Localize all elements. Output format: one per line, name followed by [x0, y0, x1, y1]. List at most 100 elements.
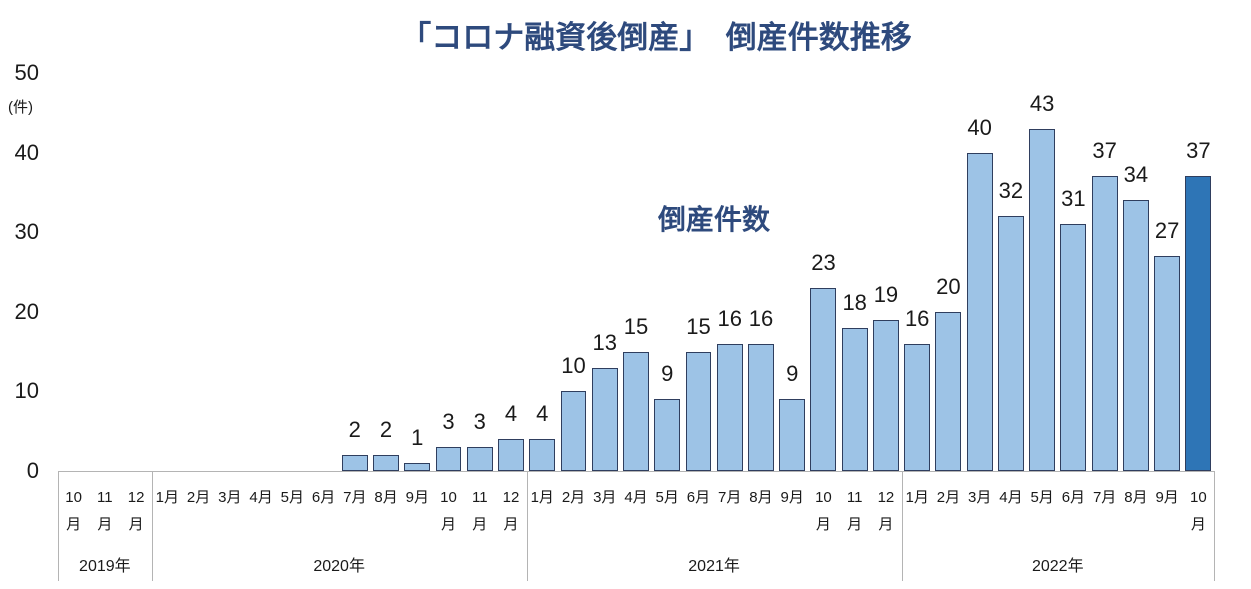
x-tick-label-text: 3月: [593, 489, 617, 506]
bar-2022-10: [1185, 176, 1212, 471]
bar-2020-9: [404, 463, 431, 471]
x-tick-label-2020-7: 7月: [339, 484, 370, 511]
data-label-2021-6: 15: [686, 313, 711, 339]
x-group-label-2022: 2022年: [1031, 558, 1084, 575]
data-label-2020-8: 2: [379, 417, 393, 443]
bar-2022-6: [1060, 224, 1087, 471]
x-tick-label-2021-3: 3月: [589, 484, 620, 511]
x-axis-line: [58, 471, 1214, 472]
bar-2021-10: [810, 287, 837, 471]
bar-2021-11: [841, 327, 868, 471]
x-tick-label-text: 9月: [780, 489, 804, 506]
x-tick-label-text: 7月: [1092, 489, 1117, 506]
bar-2022-1: [904, 343, 931, 471]
x-group-label-2020: 2020年: [313, 558, 365, 575]
data-label-2022-8: 34: [1123, 162, 1149, 188]
data-label-2020-10: 3: [442, 409, 455, 435]
x-tick-label-2020-9: 9月: [402, 484, 433, 511]
x-tick-label-text: 2月: [561, 489, 586, 506]
x-axis-group-divider: [152, 471, 153, 581]
x-axis-group-divider: [1214, 471, 1215, 581]
x-axis-group-divider: [527, 471, 528, 581]
x-tick-label-2020-4: 4月: [245, 484, 276, 511]
x-tick-label-text: 10月: [1190, 489, 1207, 533]
x-tick-label-text: 9月: [405, 489, 429, 506]
x-tick-label-text: 11月: [97, 489, 113, 533]
data-label-2021-4: 15: [623, 313, 649, 339]
bar-2020-12: [498, 439, 524, 471]
x-tick-label-text: 7月: [343, 489, 367, 506]
data-label-2020-9: 1: [411, 425, 424, 451]
x-tick-label-text: 1月: [155, 489, 179, 506]
data-label-2021-11: 18: [842, 289, 867, 315]
bar-2022-3: [966, 152, 993, 471]
x-tick-label-2022-5: 5月: [1027, 484, 1058, 511]
x-tick-label-2020-5: 5月: [277, 484, 308, 511]
x-tick-label-text: 8月: [1124, 489, 1148, 506]
bar-2021-1: [529, 439, 556, 471]
y-tick-label-50: 50: [14, 60, 39, 85]
data-label-2021-12: 19: [873, 281, 899, 307]
bar-2021-7: [716, 343, 743, 471]
x-tick-label-2020-12: 12月: [495, 484, 526, 538]
x-tick-label-2021-7: 7月: [714, 484, 745, 511]
x-tick-label-2019-12: 12月: [120, 484, 151, 538]
data-label-2022-10: 37: [1186, 138, 1211, 164]
x-tick-label-text: 1月: [530, 489, 554, 506]
x-tick-label-2019-11: 11月: [89, 484, 120, 538]
x-tick-label-text: 1月: [905, 489, 929, 506]
data-label-2021-3: 13: [592, 329, 617, 355]
data-label-2021-2: 10: [561, 353, 586, 379]
x-tick-label-2021-12: 12月: [870, 484, 901, 538]
bar-2021-9: [779, 399, 806, 471]
x-tick-label-2022-1: 1月: [902, 484, 933, 511]
x-tick-label-text: 10月: [815, 489, 832, 533]
data-label-2022-3: 40: [967, 114, 992, 140]
bar-2020-8: [373, 455, 399, 471]
x-tick-label-2021-10: 10月: [808, 484, 839, 538]
bar-2021-2: [560, 391, 587, 471]
chart-title: 「コロナ融資後倒産」 倒産件数推移: [400, 20, 912, 55]
y-tick-label-30: 30: [14, 219, 39, 245]
data-label-2022-6: 31: [1061, 186, 1086, 212]
x-tick-label-text: 8月: [749, 489, 773, 506]
x-tick-label-text: 12月: [127, 489, 145, 533]
x-tick-label-2022-9: 9月: [1152, 484, 1183, 511]
bar-2021-3: [591, 367, 618, 471]
x-tick-label-2022-3: 3月: [964, 484, 995, 511]
bar-2022-9: [1154, 256, 1181, 471]
y-tick-label-0: 0: [26, 458, 39, 483]
x-tick-label-2022-4: 4月: [995, 484, 1026, 511]
x-tick-label-2020-10: 10月: [433, 484, 464, 538]
x-tick-label-2021-9: 9月: [777, 484, 808, 511]
x-tick-label-text: 11月: [846, 489, 863, 533]
y-tick-label-10: 10: [14, 378, 39, 404]
x-tick-label-2020-2: 2月: [183, 484, 214, 511]
bar-2021-4: [623, 351, 649, 471]
x-tick-label-2019-10: 10月: [58, 484, 89, 538]
x-tick-label-text: 8月: [374, 489, 398, 506]
bar-2020-10: [435, 447, 462, 471]
x-tick-label-2022-8: 8月: [1120, 484, 1151, 511]
x-tick-label-text: 6月: [1061, 489, 1086, 506]
data-label-2022-4: 32: [998, 178, 1024, 204]
x-tick-label-2020-11: 11月: [464, 484, 495, 538]
x-tick-label-2022-10: 10月: [1183, 484, 1214, 538]
x-tick-label-text: 12月: [877, 489, 895, 533]
x-tick-label-text: 12月: [502, 489, 520, 533]
x-tick-label-2021-1: 1月: [527, 484, 558, 511]
x-tick-label-text: 5月: [280, 489, 304, 506]
x-tick-label-2022-2: 2月: [933, 484, 964, 511]
x-tick-label-2022-6: 6月: [1058, 484, 1089, 511]
x-tick-label-text: 4月: [624, 489, 648, 506]
data-label-2022-1: 16: [904, 305, 930, 331]
bar-2022-2: [935, 311, 962, 471]
x-group-label-2019: 2019年: [79, 558, 131, 575]
x-tick-label-text: 3月: [967, 489, 992, 506]
data-label-2022-9: 27: [1154, 218, 1180, 244]
data-label-2022-2: 20: [936, 273, 961, 299]
x-tick-label-2021-2: 2月: [558, 484, 589, 511]
data-label-2021-1: 4: [536, 401, 549, 427]
bar-2022-4: [997, 216, 1024, 471]
